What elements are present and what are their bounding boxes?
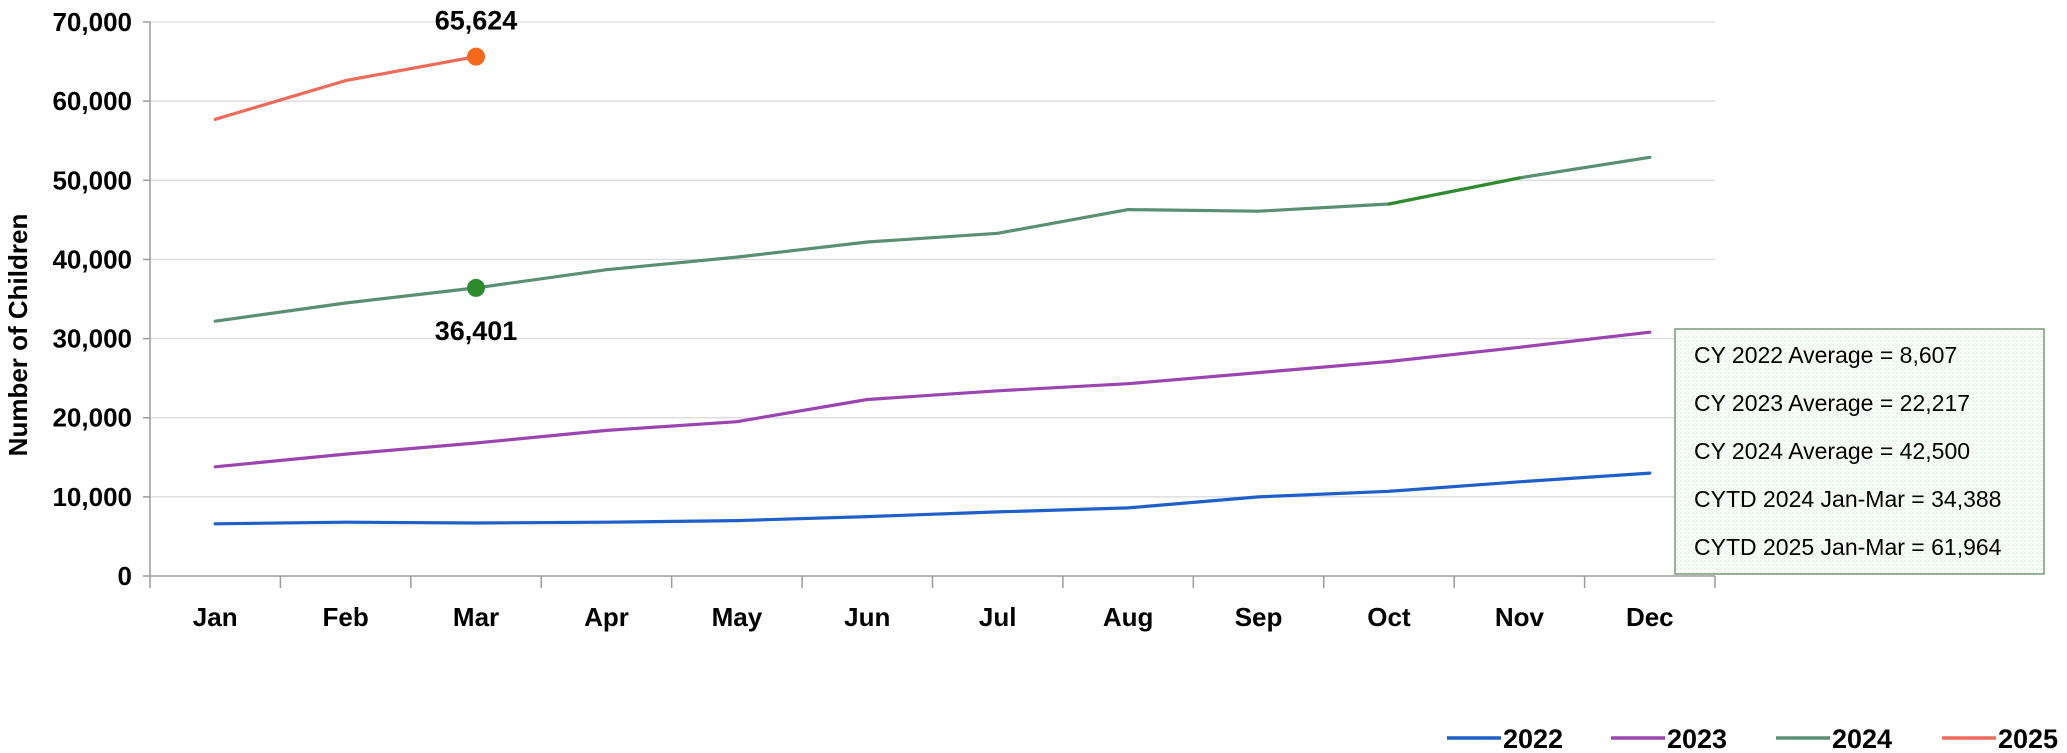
stats-box-frame [1674, 328, 2045, 575]
y-tick-label: 20,000 [52, 403, 132, 433]
series-line-2024 [213, 155, 1652, 323]
series-line-2022 [213, 471, 1652, 526]
annotation-marker [467, 47, 486, 66]
x-tick-label: Aug [1103, 602, 1154, 632]
y-tick-label: 0 [118, 561, 132, 591]
x-tick-label: Mar [453, 602, 499, 632]
x-tick-label: Jun [844, 602, 890, 632]
x-tick-label: Sep [1235, 602, 1283, 632]
stats-box-line: CY 2022 Average = 8,607 [1694, 342, 1957, 368]
stats-box-line: CYTD 2024 Jan-Mar = 34,388 [1694, 486, 2001, 512]
y-tick-label: 30,000 [52, 324, 132, 354]
x-tick-label: Nov [1495, 602, 1545, 632]
series-line-2023 [213, 330, 1652, 469]
y-tick-label: 60,000 [52, 86, 132, 116]
legend-label-2025: 2025 [1998, 724, 2058, 753]
y-tick-label: 10,000 [52, 482, 132, 512]
gridlines [150, 21, 1715, 498]
annotations: 65,624 36,401 [435, 6, 518, 346]
x-tick-label: May [712, 602, 763, 632]
y-tick-label: 50,000 [52, 165, 132, 195]
annotation-marker [467, 278, 486, 297]
annotation-label: 36,401 [435, 316, 518, 346]
y-tick-label: 40,000 [52, 244, 132, 274]
stats-box: CY 2022 Average = 8,607 CY 2023 Average =… [1674, 328, 2045, 575]
x-tick-label: Dec [1626, 602, 1674, 632]
legend: 2022 2023 2024 2025 [1447, 724, 2058, 753]
axes: 0 10,000 20,000 30,000 40,000 50,000 60,000 70,… [52, 7, 1716, 632]
y-axis-title: Number of Children [3, 214, 33, 457]
x-tick-label: Jan [193, 602, 238, 632]
stats-box-line: CY 2023 Average = 22,217 [1694, 390, 1970, 416]
series-line-2025 [213, 54, 478, 121]
stats-box-line: CYTD 2025 Jan-Mar = 61,964 [1694, 534, 2002, 560]
annotation-label: 65,624 [435, 6, 518, 36]
legend-label-2023: 2023 [1667, 724, 1727, 753]
x-tick-label: Apr [584, 602, 629, 632]
legend-label-2024: 2024 [1832, 724, 1892, 753]
legend-label-2022: 2022 [1503, 724, 1563, 753]
series-lines [213, 54, 1652, 526]
series-highlight-segment-2024 [1387, 176, 1521, 206]
y-tick-label: 70,000 [52, 7, 132, 37]
x-tick-label: Feb [323, 602, 369, 632]
x-tick-label: Oct [1367, 602, 1411, 632]
stats-box-line: CY 2024 Average = 42,500 [1694, 438, 1970, 464]
x-tick-label: Jul [979, 602, 1017, 632]
